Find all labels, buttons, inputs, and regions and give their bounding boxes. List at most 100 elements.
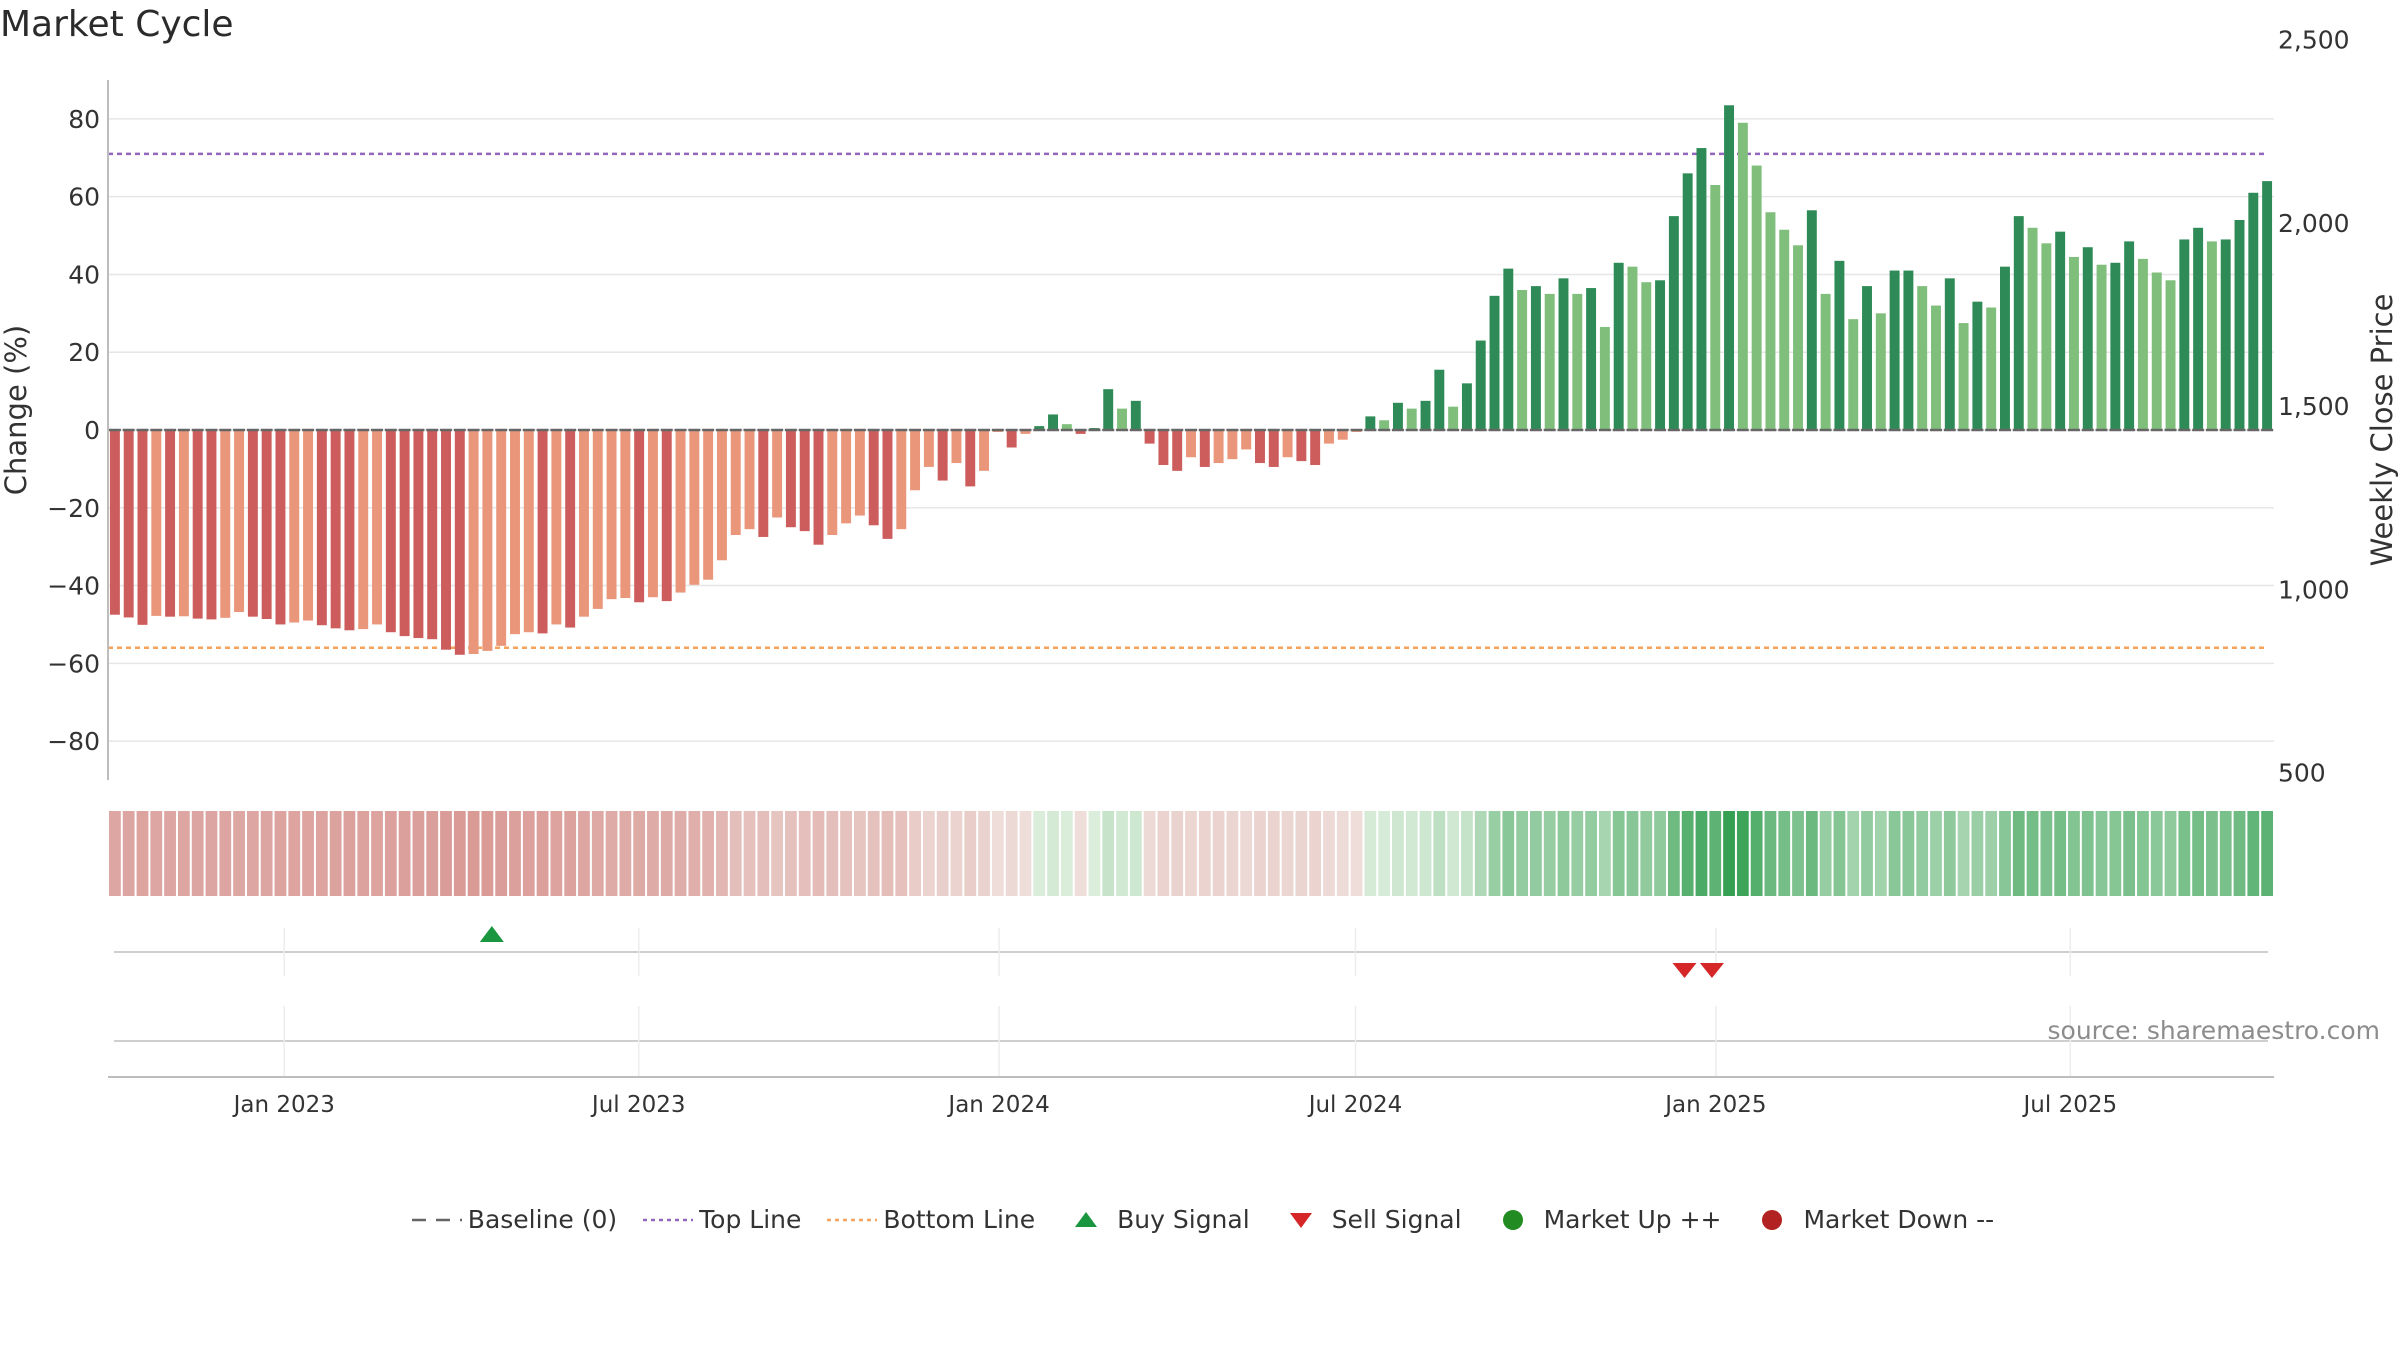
strip-cell [1750,811,1763,896]
bar [579,430,589,617]
strip-cell [1667,811,1680,896]
bar [385,430,396,633]
strip-cell [1143,811,1156,896]
legend-label: Bottom Line [883,1205,1036,1234]
bar [923,430,934,467]
bar [661,430,672,602]
strip-cell [1985,811,1998,896]
bar [2179,239,2190,430]
bar [468,430,479,654]
heat-strip [109,811,2273,896]
bar [882,430,893,539]
bar [289,430,300,623]
strip-cell [840,811,852,896]
strip-cell [743,811,756,896]
legend-label: Sell Signal [1331,1205,1462,1234]
x-tick-label: Jan 2025 [1663,1092,1766,1118]
strip-cell [343,811,356,896]
bar [565,430,576,628]
strip-cell [1116,811,1128,896]
bar [109,430,120,615]
bar [1779,229,1790,430]
bar [1296,430,1307,462]
bar [937,430,948,481]
y-axis-label: Change (%) [0,325,33,495]
bar [1503,268,1514,430]
strip-cell [1419,811,1432,896]
strip-cell [481,811,494,896]
strip-cell [1543,811,1556,896]
bar [192,430,203,619]
strip-cell [509,811,521,896]
bar [979,430,990,471]
bar [1199,430,1210,467]
strip-cell [191,811,204,896]
bar [1599,326,1610,430]
strip-cell [1557,811,1570,896]
bar [2165,280,2176,430]
strip-cell [605,811,618,896]
legend-label: Market Up ++ [1543,1205,1722,1234]
strip-cell [371,811,383,896]
bar [951,430,962,464]
strip-cell [853,811,866,896]
strip-cell [1805,811,1818,896]
y2-tick-label: 1,000 [2278,575,2350,604]
strip-cell [1874,811,1887,896]
strip-cell [288,811,301,896]
bar [1875,313,1886,430]
bar [1530,286,1541,430]
bar [1020,430,1031,434]
bar [2013,216,2024,430]
bar [123,430,134,618]
strip-cell [1902,811,1915,896]
bar [1737,122,1748,431]
y-tick-label: 40 [68,260,100,289]
legend-symbol [827,1218,878,1221]
legend-triangle-down [1289,1212,1312,1228]
bar [1103,389,1114,430]
strip-cell [1157,811,1170,896]
strip-cell [1447,811,1460,896]
bar [716,430,727,561]
strip-cell [1888,811,1901,896]
strip-cell [1350,811,1363,896]
bar [1972,301,1983,430]
strip-cell [2095,811,2108,896]
bar [551,430,562,625]
strip-cell [2219,811,2232,896]
bar [151,430,162,616]
strip-cell [1074,811,1087,896]
strip-cell [2137,811,2149,896]
sell-signal-marker [1699,963,1724,978]
bar-series [108,105,2274,655]
strip-cell [867,811,880,896]
bar [2027,227,2038,430]
strip-cell [1971,811,1984,896]
strip-cell [1295,811,1308,896]
bar [2137,258,2148,430]
bar [1848,319,1859,430]
strip-cell [1019,811,1032,896]
bar [785,430,796,528]
strip-cell [1488,811,1501,896]
strip-cell [909,811,921,896]
strip-cell [660,811,673,896]
legend-item: Market Down -- [1741,1205,1994,1234]
bar [1903,270,1914,430]
strip-cell [2068,811,2080,896]
strip-cell [2040,811,2053,896]
strip-cell [922,811,935,896]
strip-cell [522,811,535,896]
strip-cell [1930,811,1942,896]
strip-cell [1943,811,1956,896]
strip-cell [1916,811,1929,896]
bar [965,430,976,487]
strip-cell [578,811,590,896]
strip-cell [826,811,839,896]
bar [165,430,176,617]
strip-cell [1185,811,1197,896]
strip-cell [633,811,646,896]
strip-cell [1240,811,1253,896]
strip-cell [302,811,314,896]
